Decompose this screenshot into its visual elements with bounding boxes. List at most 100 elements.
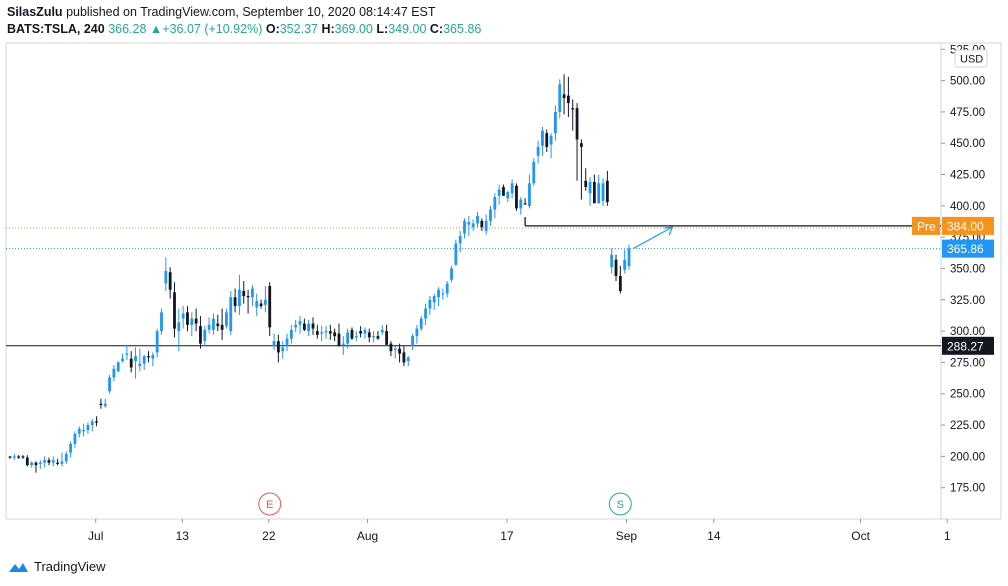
candle-body[interactable] [25, 457, 29, 466]
candle-body[interactable] [480, 220, 484, 228]
candle-body[interactable] [411, 336, 414, 347]
candle-body[interactable] [359, 331, 363, 334]
candle-body[interactable] [350, 329, 354, 339]
candle-body[interactable] [255, 301, 259, 308]
candle-body[interactable] [458, 235, 462, 244]
candle-body[interactable] [272, 341, 276, 347]
candle-body[interactable] [432, 296, 436, 303]
author-name[interactable]: SilasZulu [7, 5, 63, 19]
candle-body[interactable] [302, 323, 306, 330]
candle-body[interactable] [125, 353, 129, 355]
candle-body[interactable] [354, 336, 358, 338]
price-axis[interactable]: 175.00 200.00 225.00 250.00 275.00 300.00 325.… [912, 44, 994, 495]
candle-body[interactable] [450, 268, 453, 280]
candle-body[interactable] [263, 299, 267, 305]
candle-body[interactable] [324, 331, 328, 333]
candle-body[interactable] [121, 358, 124, 362]
candle-body[interactable] [238, 289, 241, 307]
candle-body[interactable] [190, 318, 194, 325]
candle-body[interactable] [51, 460, 55, 463]
candle-body[interactable] [285, 338, 289, 347]
candle-body[interactable] [618, 275, 622, 292]
candle-body[interactable] [56, 462, 60, 464]
candle-body[interactable] [605, 180, 609, 203]
candle-body[interactable] [623, 259, 627, 270]
candle-body[interactable] [385, 331, 389, 345]
candle-body[interactable] [138, 363, 142, 367]
candle-body[interactable] [584, 180, 588, 188]
candle-body[interactable] [242, 291, 246, 297]
trend-arrow[interactable] [633, 226, 673, 249]
candle-body[interactable] [177, 322, 181, 332]
candle-body[interactable] [181, 313, 185, 319]
candle-body[interactable] [363, 329, 367, 334]
candle-body[interactable] [376, 336, 380, 339]
currency-badge[interactable] [954, 49, 988, 68]
candle-body[interactable] [194, 318, 198, 324]
candle-body[interactable] [393, 348, 397, 350]
event-marker[interactable] [258, 492, 282, 516]
candle-body[interactable] [155, 331, 159, 353]
last-price-label-bg[interactable] [942, 239, 994, 258]
candle-body[interactable] [246, 296, 250, 298]
candle-body[interactable] [17, 456, 21, 458]
candle-body[interactable] [532, 162, 536, 184]
candle-body[interactable] [212, 318, 215, 330]
candle-body[interactable] [463, 220, 466, 234]
candle-body[interactable] [367, 332, 371, 338]
candle-body[interactable] [528, 183, 531, 206]
candle-body[interactable] [129, 358, 133, 368]
candle-body[interactable] [173, 292, 176, 329]
candle-body[interactable] [207, 324, 211, 330]
pre-tag-bg[interactable] [912, 216, 940, 235]
candle-body[interactable] [437, 289, 440, 298]
candle-body[interactable] [419, 318, 423, 329]
candle-body[interactable] [467, 222, 471, 225]
candle-body[interactable] [294, 324, 298, 328]
candle-body[interactable] [90, 421, 94, 426]
candle-body[interactable] [69, 443, 73, 453]
candle-body[interactable] [151, 354, 155, 359]
candle-body[interactable] [268, 286, 272, 328]
candle-body[interactable] [168, 272, 172, 290]
candle-body[interactable] [380, 329, 384, 333]
candle-body[interactable] [489, 209, 492, 221]
candle-body[interactable] [38, 462, 42, 464]
candle-body[interactable] [333, 332, 337, 337]
candle-body[interactable] [402, 352, 406, 363]
candle-body[interactable] [515, 185, 518, 209]
candle-body[interactable] [627, 248, 631, 266]
candle-body[interactable] [160, 312, 163, 332]
candle-body[interactable] [64, 453, 68, 462]
candle-body[interactable] [389, 343, 393, 352]
candle-body[interactable] [497, 189, 501, 196]
candle-body[interactable] [134, 356, 137, 362]
candle-body[interactable] [311, 323, 315, 329]
candle-body[interactable] [186, 312, 189, 325]
candle-body[interactable] [506, 192, 510, 199]
candle-body[interactable] [73, 433, 77, 444]
candle-body[interactable] [8, 456, 12, 458]
candle-body[interactable] [484, 220, 488, 231]
candle-body[interactable] [337, 333, 341, 347]
candle-body[interactable] [445, 283, 449, 294]
candle-body[interactable] [112, 368, 116, 378]
candle-body[interactable] [424, 308, 427, 319]
candle-body[interactable] [220, 324, 224, 330]
candle-body[interactable] [328, 331, 332, 334]
candle-body[interactable] [566, 95, 570, 104]
candle-body[interactable] [108, 377, 111, 392]
candle-body[interactable] [95, 421, 98, 423]
candles[interactable] [8, 74, 631, 473]
candle-body[interactable] [99, 403, 103, 406]
candle-body[interactable] [60, 461, 64, 464]
candle-body[interactable] [251, 288, 254, 298]
candle-body[interactable] [103, 403, 107, 407]
pre-price-label-bg[interactable] [942, 216, 994, 235]
candle-body[interactable] [510, 183, 514, 194]
candle-body[interactable] [315, 331, 319, 335]
candle-body[interactable] [229, 297, 233, 332]
candle-body[interactable] [471, 223, 475, 228]
